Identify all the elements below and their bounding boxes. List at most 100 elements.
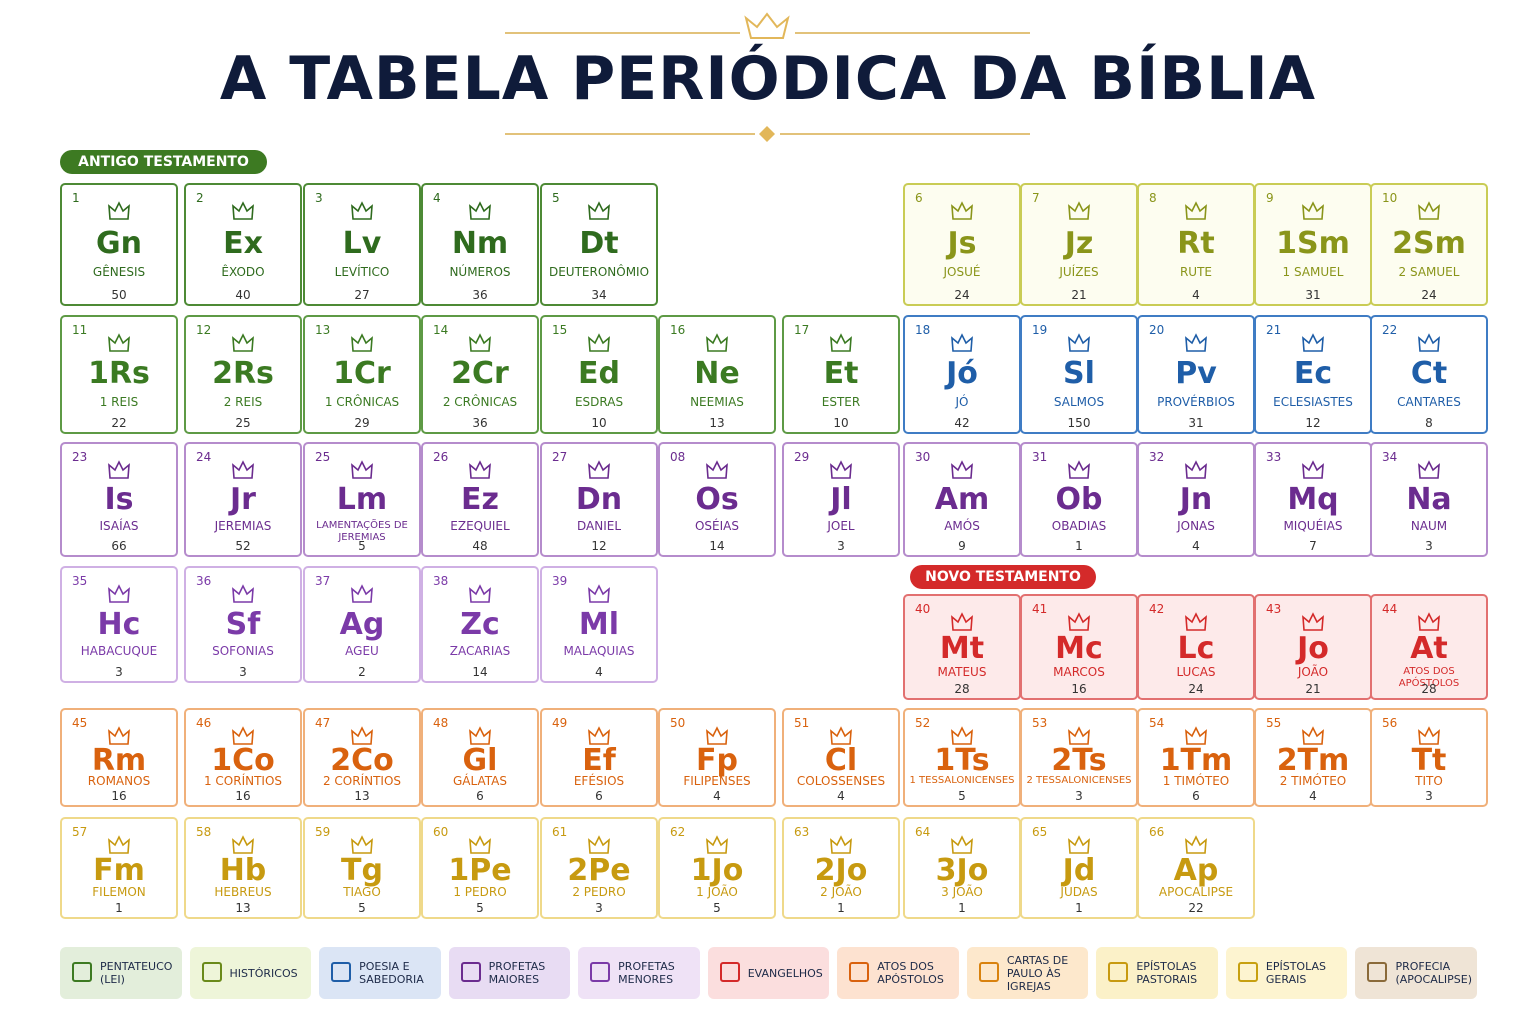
element-chapters: 22 (1188, 901, 1204, 915)
element-symbol: Dt (579, 225, 619, 261)
element-icon (1185, 333, 1207, 352)
element-cell: 22 Ct CANTARES 8 (1370, 315, 1488, 434)
element-name: DEUTERONÔMIO (548, 265, 650, 280)
legend-item: HISTÓRICOS (189, 947, 312, 999)
element-chapters: 8 (1425, 416, 1433, 430)
element-cell: 60 1Pe 1 PEDRO 5 (421, 817, 539, 919)
legend-label: ATOS DOS APÓSTOLOS (877, 960, 944, 986)
element-number: 43 (1266, 602, 1282, 616)
element-name: ZACARIAS (449, 644, 511, 659)
element-icon (232, 333, 254, 352)
element-name: MARCOS (1053, 664, 1105, 679)
element-name: COLOSSENSES (796, 774, 886, 789)
element-icon (588, 584, 610, 603)
element-symbol: Rt (1177, 225, 1215, 261)
element-cell: 45 Rm ROMANOS 16 (60, 708, 178, 807)
element-name: 2 CRÔNICAS (442, 394, 518, 409)
legend-icon (719, 962, 740, 982)
element-chapters: 22 (111, 416, 127, 430)
element-icon (1418, 333, 1440, 352)
element-symbol: Ob (1055, 481, 1103, 517)
element-cell: 53 2Ts 2 TESSALONICENSES 3 (1020, 708, 1138, 807)
element-cell: 8 Rt RUTE 4 (1137, 183, 1255, 306)
element-number: 57 (72, 825, 88, 839)
element-cell: 49 Ef EFÉSIOS 6 (540, 708, 658, 807)
element-name: MALAQUIAS (563, 644, 635, 659)
element-name: 1 PEDRO (453, 885, 507, 900)
element-icon (469, 201, 491, 220)
element-number: 35 (72, 574, 88, 588)
element-cell: 36 Sf SOFONIAS 3 (184, 566, 302, 683)
element-icon (830, 726, 852, 745)
element-name: JOSUÉ (943, 265, 981, 280)
element-name: ESTER (821, 394, 861, 409)
element-name: DANIEL (576, 518, 622, 533)
element-chapters: 13 (354, 789, 370, 803)
element-symbol: Jo (1297, 630, 1329, 666)
element-number: 18 (915, 323, 931, 337)
element-symbol: Jd (1062, 852, 1096, 888)
element-cell: 24 Jr JEREMIAS 52 (184, 442, 302, 557)
element-number: 22 (1382, 323, 1398, 337)
element-cell: 35 Hc HABACUQUE 3 (60, 566, 178, 683)
element-name: JEREMIAS (214, 518, 272, 533)
element-name: PROVÉRBIOS (1157, 394, 1235, 409)
element-chapters: 21 (1071, 288, 1087, 302)
element-icon (1302, 460, 1324, 479)
element-chapters: 1 (958, 901, 966, 915)
element-cell: 52 1Ts 1 TESSALONICENSES 5 (903, 708, 1021, 807)
element-chapters: 10 (591, 416, 607, 430)
element-name: AMÓS (944, 518, 980, 533)
element-symbol: 2Jo (814, 852, 868, 888)
element-chapters: 9 (958, 539, 966, 553)
element-symbol: 1Pe (448, 852, 512, 888)
element-cell: 14 2Cr 2 CRÔNICAS 36 (421, 315, 539, 434)
element-name: HABACUQUE (80, 644, 158, 659)
element-symbol: Jz (1064, 225, 1094, 261)
legend-label: EPÍSTOLAS GERAIS (1265, 960, 1326, 986)
element-symbol: Ez (461, 481, 499, 517)
element-name: 2 CORÍNTIOS (322, 774, 402, 789)
element-icon (951, 201, 973, 220)
element-name: 2 TESSALONICENSES (1026, 775, 1132, 787)
element-chapters: 5 (713, 901, 721, 915)
element-cell: 10 2Sm 2 SAMUEL 24 (1370, 183, 1488, 306)
element-chapters: 1 (115, 901, 123, 915)
element-cell: 16 Ne NEEMIAS 13 (658, 315, 776, 434)
element-chapters: 1 (1075, 901, 1083, 915)
element-cell: 9 1Sm 1 SAMUEL 31 (1254, 183, 1372, 306)
legend-label: HISTÓRICOS (229, 966, 298, 980)
element-icon (469, 333, 491, 352)
element-chapters: 28 (1421, 682, 1437, 696)
element-cell: 48 Gl GÁLATAS 6 (421, 708, 539, 807)
element-chapters: 42 (954, 416, 970, 430)
element-icon (1185, 726, 1207, 745)
element-cell: 25 Lm LAMENTAÇÕES DE JEREMIAS 5 (303, 442, 421, 557)
element-symbol: Sf (225, 606, 261, 642)
element-icon (1302, 612, 1324, 631)
element-number: 42 (1149, 602, 1165, 616)
element-cell: 55 2Tm 2 TIMÓTEO 4 (1254, 708, 1372, 807)
element-number: 49 (552, 716, 568, 730)
element-icon (1068, 460, 1090, 479)
element-chapters: 14 (472, 665, 488, 679)
element-chapters: 13 (709, 416, 725, 430)
legend-icon (1237, 962, 1258, 982)
element-symbol: Lc (1177, 630, 1215, 666)
section-label: ANTIGO TESTAMENTO (60, 150, 267, 174)
element-chapters: 4 (837, 789, 845, 803)
element-chapters: 7 (1309, 539, 1317, 553)
element-cell: 08 Os OSÉIAS 14 (658, 442, 776, 557)
element-chapters: 21 (1305, 682, 1321, 696)
element-symbol: Hc (97, 606, 141, 642)
legend-label: CARTAS DE PAULO ÀS IGREJAS (1006, 953, 1069, 993)
element-icon (351, 460, 373, 479)
element-chapters: 4 (595, 665, 603, 679)
element-cell: 40 Mt MATEUS 28 (903, 594, 1021, 700)
element-symbol: Jr (230, 481, 256, 517)
element-number: 26 (433, 450, 449, 464)
element-icon (469, 460, 491, 479)
element-cell: 12 2Rs 2 REIS 25 (184, 315, 302, 434)
element-cell: 23 Is ISAÍAS 66 (60, 442, 178, 557)
element-symbol: 2Ts (1051, 742, 1107, 778)
